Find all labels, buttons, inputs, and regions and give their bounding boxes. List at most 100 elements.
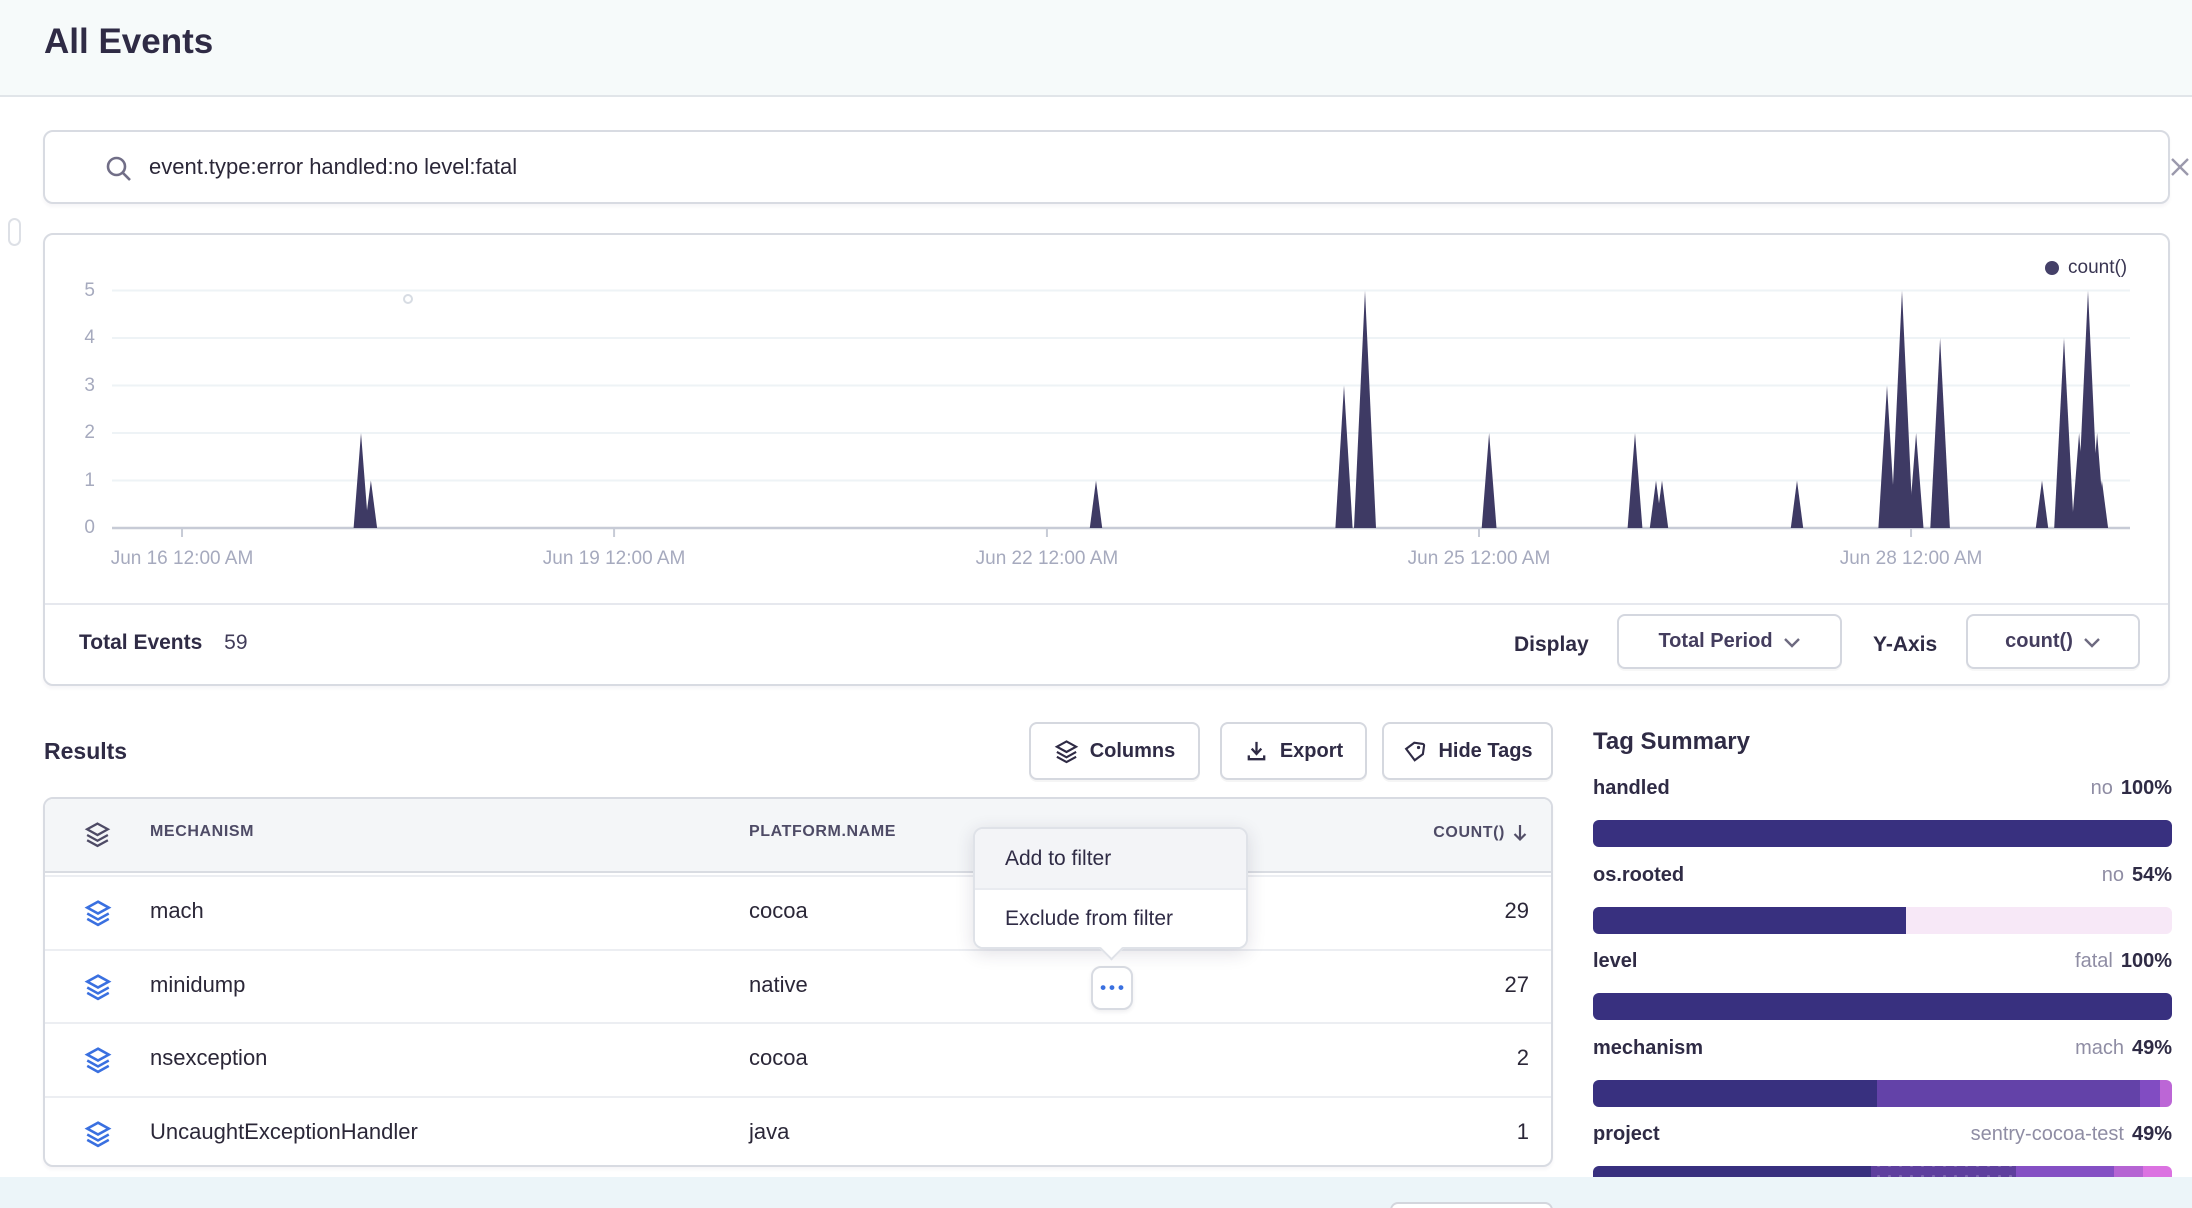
menu-item-add-to-filter[interactable]: Add to filter <box>975 829 1246 888</box>
tag-icon <box>1402 739 1427 764</box>
cell-platform: native <box>749 972 808 998</box>
x-tick-label: Jun 28 12:00 AM <box>1801 548 2021 570</box>
stack-icon[interactable] <box>84 1046 112 1074</box>
tag-name: mechanism <box>1593 1037 1703 1060</box>
column-header-count[interactable]: COUNT() <box>1433 823 1529 843</box>
sort-desc-arrow-icon <box>1511 823 1529 843</box>
tag-name: os.rooted <box>1593 864 1684 887</box>
tag-bar-mechanism[interactable] <box>1593 1080 2172 1107</box>
chart-footer-divider <box>45 603 2168 605</box>
hide-tags-button[interactable]: Hide Tags <box>1382 722 1553 780</box>
tag-bar-segment[interactable] <box>1906 907 2172 934</box>
cell-mechanism: UncaughtExceptionHandler <box>150 1119 418 1145</box>
tag-bar-segment[interactable] <box>1877 1080 2140 1107</box>
y-tick-label: 0 <box>47 515 95 541</box>
results-heading: Results <box>44 738 127 765</box>
tag-top-value: no54% <box>2102 864 2172 887</box>
column-header-platform-name[interactable]: PLATFORM.NAME <box>749 823 896 841</box>
download-icon <box>1244 739 1269 764</box>
stack-icon[interactable] <box>84 1120 112 1148</box>
tag-bar-segment[interactable] <box>1593 820 2172 847</box>
cell-action-menu: Add to filter Exclude from filter <box>973 827 1248 949</box>
columns-button-label: Columns <box>1090 740 1176 763</box>
page-bottom-background <box>0 1177 2192 1208</box>
events-chart-panel: count() 012345 Jun 16 12:00 AMJun 19 12:… <box>43 233 2170 686</box>
clear-search-icon[interactable] <box>2167 154 2192 180</box>
chevron-down-icon <box>2083 636 2101 648</box>
discover-all-events-page: All Events event.type:error handled:no l… <box>0 0 2192 1208</box>
tag-row-level: level fatal100% <box>1593 950 2172 976</box>
chevron-down-icon <box>1783 636 1801 648</box>
tag-bar-segment[interactable] <box>1593 993 2172 1020</box>
stack-icon <box>1054 739 1079 764</box>
tag-bar-segment[interactable] <box>2160 1080 2172 1107</box>
tag-bar-level[interactable] <box>1593 993 2172 1020</box>
search-input[interactable]: event.type:error handled:no level:fatal <box>149 154 517 180</box>
tag-bar-segment[interactable] <box>1593 907 1906 934</box>
tag-summary-title: Tag Summary <box>1593 728 2172 756</box>
tag-row-os-rooted: os.rooted no54% <box>1593 864 2172 890</box>
export-button[interactable]: Export <box>1220 722 1367 780</box>
tag-name: level <box>1593 950 1637 973</box>
display-dropdown-value: Total Period <box>1658 630 1772 653</box>
table-row[interactable]: minidump native 27 <box>45 949 1551 1022</box>
tag-row-mechanism: mechanism mach49% <box>1593 1037 2172 1063</box>
tag-bar-segment[interactable] <box>1593 1080 1877 1107</box>
tag-name: project <box>1593 1123 1660 1146</box>
y-tick-label: 5 <box>47 278 95 304</box>
x-tick-label: Jun 16 12:00 AM <box>72 548 292 570</box>
total-events: Total Events 59 <box>79 631 248 655</box>
cell-platform: cocoa <box>749 1045 808 1071</box>
results-table: MECHANISM PLATFORM.NAME COUNT() mach coc… <box>43 797 1553 1167</box>
table-header-row: MECHANISM PLATFORM.NAME COUNT() <box>45 799 1551 873</box>
tag-row-project: project sentry-cocoa-test49% <box>1593 1123 2172 1149</box>
search-bar[interactable]: event.type:error handled:no level:fatal <box>43 130 2170 204</box>
stack-icon[interactable] <box>84 821 111 848</box>
cell-count: 27 <box>1505 972 1529 998</box>
stack-icon[interactable] <box>84 899 112 927</box>
columns-button[interactable]: Columns <box>1029 722 1200 780</box>
stack-icon[interactable] <box>84 973 112 1001</box>
cell-mechanism: minidump <box>150 972 245 998</box>
column-header-mechanism[interactable]: MECHANISM <box>150 823 254 841</box>
y-tick-label: 3 <box>47 373 95 399</box>
cell-count: 2 <box>1517 1045 1529 1071</box>
export-button-label: Export <box>1280 740 1343 763</box>
y-tick-label: 2 <box>47 420 95 446</box>
ellipsis-icon: ••• <box>1097 983 1127 993</box>
tag-top-value: mach49% <box>2075 1037 2172 1060</box>
tag-row-handled: handled no100% <box>1593 777 2172 803</box>
total-events-label: Total Events <box>79 631 202 654</box>
tag-top-value: sentry-cocoa-test49% <box>1971 1123 2172 1146</box>
search-icon <box>103 153 135 185</box>
table-row[interactable]: nsexception cocoa 2 <box>45 1022 1551 1095</box>
total-events-value: 59 <box>224 631 247 654</box>
cell-platform: cocoa <box>749 898 808 924</box>
tag-bar-os-rooted[interactable] <box>1593 907 2172 934</box>
tag-top-value: fatal100% <box>2075 950 2172 973</box>
cell-mechanism: nsexception <box>150 1045 267 1071</box>
hide-tags-button-label: Hide Tags <box>1438 740 1532 763</box>
table-row[interactable]: UncaughtExceptionHandler java 1 <box>45 1096 1551 1169</box>
tag-name: handled <box>1593 777 1670 800</box>
x-tick-label: Jun 22 12:00 AM <box>937 548 1157 570</box>
tag-summary: Tag Summary handled no100% os.rooted no5… <box>1593 728 2172 1196</box>
chart-hollow-point-icon <box>403 294 413 304</box>
y-axis-dropdown-value: count() <box>2005 630 2073 653</box>
tag-bar-handled[interactable] <box>1593 820 2172 847</box>
tag-bar-segment[interactable] <box>2140 1080 2160 1107</box>
y-axis-label: Y-Axis <box>1873 633 1937 657</box>
sidebar-drag-handle[interactable] <box>8 218 21 246</box>
x-tick-label: Jun 25 12:00 AM <box>1369 548 1589 570</box>
pagination-buttons[interactable] <box>1390 1202 1553 1208</box>
page-header: All Events <box>0 0 2192 97</box>
cell-mechanism: mach <box>150 898 204 924</box>
cell-count: 29 <box>1505 898 1529 924</box>
y-axis-dropdown[interactable]: count() <box>1966 614 2140 669</box>
display-dropdown[interactable]: Total Period <box>1617 614 1842 669</box>
cell-actions-button[interactable]: ••• <box>1091 966 1133 1010</box>
tag-top-value: no100% <box>2091 777 2172 800</box>
table-row[interactable]: mach cocoa 29 <box>45 875 1551 948</box>
page-title: All Events <box>44 22 213 62</box>
display-label: Display <box>1514 633 1589 657</box>
